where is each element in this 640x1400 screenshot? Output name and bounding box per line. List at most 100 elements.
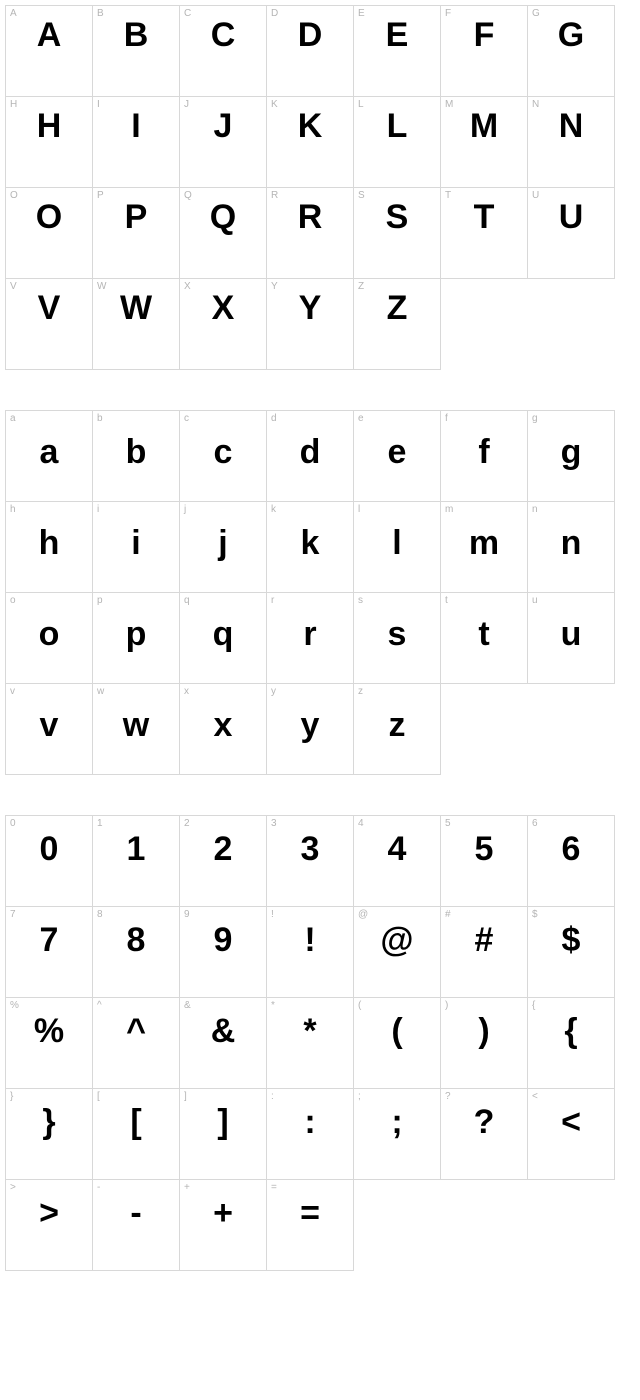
glyph-cell: 55 — [440, 815, 528, 907]
cell-glyph: M — [470, 107, 498, 146]
cell-glyph: V — [38, 289, 61, 328]
glyph-cell: JJ — [179, 96, 267, 188]
cell-label: u — [532, 595, 538, 606]
cell-label: 6 — [532, 818, 538, 829]
cell-label: O — [10, 190, 18, 201]
cell-label: # — [445, 909, 451, 920]
glyph-cell: YY — [266, 278, 354, 370]
cell-glyph: G — [558, 16, 584, 55]
cell-label: D — [271, 8, 278, 19]
cell-glyph: 1 — [127, 830, 146, 869]
glyph-cell: OO — [5, 187, 93, 279]
cell-glyph: [ — [130, 1103, 141, 1142]
glyph-cell: uu — [527, 592, 615, 684]
cell-glyph: @ — [380, 921, 413, 960]
cell-glyph: T — [474, 198, 495, 237]
cell-label: 9 — [184, 909, 190, 920]
cell-label: M — [445, 99, 453, 110]
cell-label: P — [97, 190, 104, 201]
cell-label: 3 — [271, 818, 277, 829]
glyph-cell: $$ — [527, 906, 615, 998]
glyph-cell: :: — [266, 1088, 354, 1180]
glyph-cell: CC — [179, 5, 267, 97]
cell-label: a — [10, 413, 16, 424]
glyph-cell: )) — [440, 997, 528, 1089]
glyph-cell: tt — [440, 592, 528, 684]
glyph-cell: 00 — [5, 815, 93, 907]
cell-glyph: t — [478, 615, 489, 654]
glyph-cell: AA — [5, 5, 93, 97]
cell-glyph: D — [298, 16, 323, 55]
glyph-cell: LL — [353, 96, 441, 188]
glyph-cell: ## — [440, 906, 528, 998]
cell-glyph: q — [213, 615, 234, 654]
cell-glyph: F — [474, 16, 495, 55]
glyph-cell: EE — [353, 5, 441, 97]
cell-glyph: m — [469, 524, 499, 563]
cell-label: 1 — [97, 818, 103, 829]
cell-glyph: b — [126, 433, 147, 472]
glyph-cell: jj — [179, 501, 267, 593]
glyph-cell: HH — [5, 96, 93, 188]
cell-glyph: z — [389, 706, 406, 745]
cell-label: 7 — [10, 909, 16, 920]
cell-glyph: Z — [387, 289, 408, 328]
cell-glyph: : — [304, 1103, 315, 1142]
cell-label: ^ — [97, 1000, 102, 1011]
cell-label: U — [532, 190, 539, 201]
glyph-cell: hh — [5, 501, 93, 593]
glyph-cell: 33 — [266, 815, 354, 907]
cell-label: + — [184, 1182, 190, 1193]
cell-glyph: 6 — [562, 830, 581, 869]
glyph-cell: @@ — [353, 906, 441, 998]
cell-label: & — [184, 1000, 191, 1011]
cell-label: f — [445, 413, 448, 424]
cell-label: H — [10, 99, 17, 110]
glyph-cell: pp — [92, 592, 180, 684]
glyph-cell: ^^ — [92, 997, 180, 1089]
cell-label: R — [271, 190, 278, 201]
glyph-cell: ww — [92, 683, 180, 775]
cell-label: x — [184, 686, 189, 697]
cell-glyph: d — [300, 433, 321, 472]
cell-glyph: N — [559, 107, 584, 146]
cell-label: A — [10, 8, 17, 19]
glyph-cell: NN — [527, 96, 615, 188]
cell-glyph: s — [388, 615, 407, 654]
uppercase-chart: AA BB CC DD EE FF GG HH II JJ KK LL MM N… — [5, 5, 640, 370]
cell-label: d — [271, 413, 277, 424]
glyph-cell: && — [179, 997, 267, 1089]
glyph-cell: BB — [92, 5, 180, 97]
cell-label: t — [445, 595, 448, 606]
glyph-cell: 99 — [179, 906, 267, 998]
cell-glyph: L — [387, 107, 408, 146]
glyph-cell: -- — [92, 1179, 180, 1271]
cell-label: 5 — [445, 818, 451, 829]
glyph-cell: 22 — [179, 815, 267, 907]
glyph-cell: gg — [527, 410, 615, 502]
cell-label: e — [358, 413, 364, 424]
glyph-cell: II — [92, 96, 180, 188]
cell-label: i — [97, 504, 99, 515]
glyph-cell: mm — [440, 501, 528, 593]
cell-label: ! — [271, 909, 274, 920]
glyph-cell: rr — [266, 592, 354, 684]
glyph-cell: ?? — [440, 1088, 528, 1180]
cell-glyph: 9 — [214, 921, 233, 960]
glyph-cell: {{ — [527, 997, 615, 1089]
cell-label: Q — [184, 190, 192, 201]
cell-glyph: ! — [304, 921, 315, 960]
glyph-cell: oo — [5, 592, 93, 684]
glyph-cell: 66 — [527, 815, 615, 907]
glyph-cell: yy — [266, 683, 354, 775]
cell-label: K — [271, 99, 278, 110]
cell-glyph: i — [131, 524, 140, 563]
cell-label: 2 — [184, 818, 190, 829]
cell-label: k — [271, 504, 276, 515]
cell-label: { — [532, 1000, 535, 1011]
cell-glyph: - — [130, 1194, 141, 1233]
cell-label: S — [358, 190, 365, 201]
cell-label: * — [271, 1000, 275, 1011]
cell-glyph: 5 — [475, 830, 494, 869]
cell-glyph: n — [561, 524, 582, 563]
